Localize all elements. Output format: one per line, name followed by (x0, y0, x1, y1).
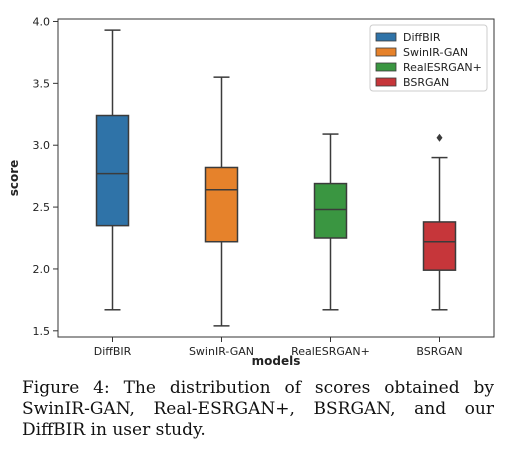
y-tick-label: 1.5 (33, 325, 51, 338)
box-diffbir (95, 29, 130, 311)
legend: DiffBIR SwinIR-GAN RealESRGAN+ BSRGAN (369, 24, 488, 92)
box-plot-chart: 1.5 2.0 2.5 3.0 3.5 4.0 DiffBIR SwinIR-GAN Real… (7, 15, 495, 368)
plot-area-frame (57, 18, 495, 338)
y-axis-label: score (7, 160, 21, 197)
legend-swatch (375, 32, 397, 42)
box-iqr (204, 166, 239, 243)
x-tick-label: DiffBIR (94, 345, 132, 358)
x-tick-label: BSRGAN (416, 345, 462, 358)
legend-label: SwinIR-GAN (403, 46, 468, 59)
legend-frame (369, 24, 488, 92)
x-tick-label: SwinIR-GAN (189, 345, 254, 358)
box-swinir-gan (204, 76, 239, 327)
outlier-point (436, 133, 443, 142)
x-tick-label: RealESRGAN+ (291, 345, 370, 358)
box-iqr (313, 182, 348, 239)
y-tick-label: 3.5 (33, 77, 51, 90)
legend-label: BSRGAN (403, 76, 449, 89)
legend-label: RealESRGAN+ (403, 61, 482, 74)
box-iqr (422, 221, 457, 271)
y-axis: 1.5 2.0 2.5 3.0 3.5 4.0 (33, 15, 58, 338)
legend-swatch (375, 77, 397, 87)
y-tick-label: 2.0 (33, 263, 51, 276)
x-axis: DiffBIR SwinIR-GAN RealESRGAN+ BSRGAN (94, 337, 463, 358)
figure-caption: Figure 4: The distribution of scores obt… (22, 378, 494, 440)
x-axis-label: models (252, 354, 301, 368)
boxes-group (95, 29, 457, 327)
y-tick-label: 2.5 (33, 201, 51, 214)
box-iqr (95, 114, 130, 227)
legend-swatch (375, 47, 397, 57)
legend-label: DiffBIR (403, 31, 441, 44)
legend-swatch (375, 62, 397, 72)
y-tick-label: 3.0 (33, 139, 51, 152)
box-bsrgan (422, 133, 457, 311)
y-tick-label: 4.0 (33, 15, 51, 28)
box-realesrgan- (313, 133, 348, 311)
